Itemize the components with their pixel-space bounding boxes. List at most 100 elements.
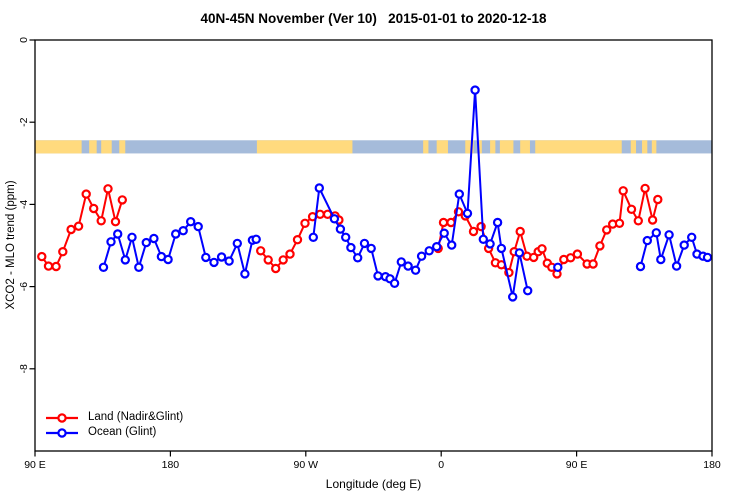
data-point xyxy=(271,263,281,274)
data-point xyxy=(446,217,456,228)
data-point xyxy=(37,251,47,262)
data-point xyxy=(553,262,563,272)
data-point xyxy=(595,241,605,251)
data-point xyxy=(163,254,173,265)
data-point xyxy=(373,271,383,281)
data-point xyxy=(88,203,99,214)
data-point xyxy=(447,240,457,250)
map-band-land-segment xyxy=(535,140,622,154)
data-point xyxy=(664,230,674,240)
data-point xyxy=(633,216,644,226)
data-point xyxy=(514,248,525,258)
data-point xyxy=(366,243,376,254)
data-point xyxy=(117,195,128,205)
data-point xyxy=(112,229,123,239)
x-tick-label: 90 W xyxy=(294,459,319,471)
x-tick-label: 90 E xyxy=(566,459,588,471)
data-point xyxy=(66,224,76,235)
data-point xyxy=(478,234,488,244)
data-point xyxy=(640,183,650,194)
x-tick-label: 90 E xyxy=(24,459,46,471)
chart-title: 40N-45N November (Ver 10) 2015-01-01 to … xyxy=(200,11,547,26)
data-point xyxy=(251,234,261,244)
data-point xyxy=(410,265,421,275)
x-tick-label: 180 xyxy=(162,459,180,471)
y-tick-label: -8 xyxy=(18,364,30,373)
data-point xyxy=(278,255,288,265)
data-point xyxy=(572,249,583,259)
data-point xyxy=(626,204,637,214)
data-point xyxy=(134,262,144,272)
map-band-land-segment xyxy=(89,140,97,154)
data-point xyxy=(201,252,211,263)
map-band-land-segment xyxy=(642,140,648,154)
data-point xyxy=(485,239,495,249)
data-point xyxy=(653,194,663,205)
data-point xyxy=(300,218,310,228)
data-point xyxy=(389,278,400,288)
data-point xyxy=(256,246,266,256)
data-point xyxy=(149,233,159,244)
y-tick-label: -6 xyxy=(18,282,30,291)
data-point xyxy=(515,226,525,237)
data-point xyxy=(110,216,121,227)
data-point xyxy=(51,261,61,272)
data-point xyxy=(127,232,137,242)
data-point xyxy=(292,234,303,245)
data-point xyxy=(359,238,370,249)
map-band-land-segment xyxy=(630,140,637,154)
data-point xyxy=(439,228,449,238)
y-tick-label: -4 xyxy=(18,200,30,209)
data-point xyxy=(679,240,689,250)
y-tick-label: -2 xyxy=(18,117,30,126)
data-point xyxy=(523,286,533,296)
data-point xyxy=(618,186,628,196)
data-point xyxy=(438,217,449,228)
map-band-land-segment xyxy=(256,140,353,154)
data-point xyxy=(178,225,188,236)
data-point xyxy=(224,256,234,266)
x-tick-label: 180 xyxy=(703,459,721,471)
data-point xyxy=(98,262,109,272)
legend-marker-land-icon xyxy=(46,412,78,423)
data-point xyxy=(647,215,658,225)
data-point xyxy=(462,208,473,219)
map-band-land-segment xyxy=(423,140,429,154)
data-point xyxy=(81,189,91,199)
data-point xyxy=(492,217,503,228)
map-band-land-segment xyxy=(119,140,126,154)
data-point xyxy=(496,243,507,254)
data-point xyxy=(468,226,479,237)
legend-label-land: Land (Nadir&Glint) xyxy=(88,411,184,423)
data-point xyxy=(263,255,273,265)
data-point xyxy=(614,218,625,228)
data-point xyxy=(308,232,318,242)
data-point xyxy=(141,237,151,248)
data-point xyxy=(185,216,196,227)
data-point xyxy=(232,238,242,249)
data-point xyxy=(432,241,442,252)
data-point xyxy=(120,255,131,265)
x-tick-label: 0 xyxy=(438,459,444,471)
map-band-land-segment xyxy=(478,140,482,154)
map-band-land-segment xyxy=(35,140,82,154)
data-point xyxy=(58,246,68,257)
data-point xyxy=(642,235,653,246)
data-point xyxy=(470,85,480,95)
data-point xyxy=(651,228,662,238)
data-point xyxy=(240,269,250,279)
data-point xyxy=(73,221,84,231)
data-point xyxy=(346,242,356,253)
legend-marker-ocean-icon xyxy=(46,427,78,438)
data-point xyxy=(687,232,697,242)
data-point xyxy=(341,232,351,242)
map-band-land-segment xyxy=(436,140,448,154)
data-point xyxy=(537,244,547,254)
data-point xyxy=(635,261,646,272)
data-point xyxy=(424,246,434,256)
data-point xyxy=(529,252,539,263)
data-point xyxy=(396,257,406,267)
plot-frame xyxy=(34,39,713,452)
data-point xyxy=(103,184,113,194)
